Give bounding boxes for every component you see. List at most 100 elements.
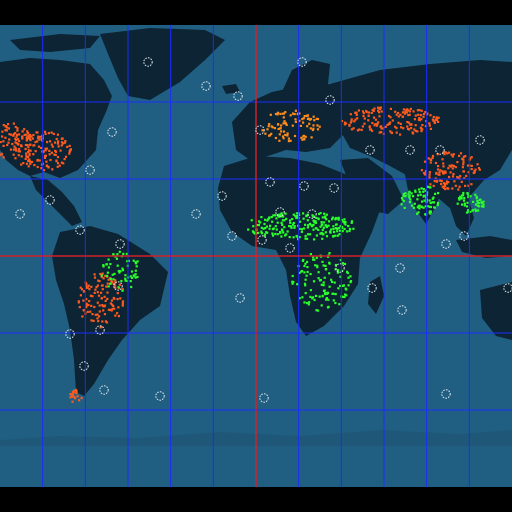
density-speck: [17, 138, 20, 141]
density-speck: [416, 212, 419, 215]
density-speck: [259, 221, 262, 224]
density-speck: [2, 156, 5, 159]
density-speck: [325, 218, 328, 221]
density-speck: [420, 187, 423, 190]
density-speck: [106, 282, 109, 285]
density-speck: [11, 142, 14, 146]
density-speck: [436, 201, 440, 205]
density-speck: [350, 118, 353, 121]
density-speck: [310, 136, 313, 139]
density-speck: [291, 223, 295, 226]
density-speck: [320, 221, 323, 224]
density-speck: [476, 199, 479, 203]
density-speck: [73, 389, 76, 392]
density-speck: [340, 219, 343, 222]
density-speck: [21, 136, 24, 139]
station-marker: [65, 329, 75, 339]
density-speck: [29, 139, 32, 142]
density-speck: [116, 312, 119, 315]
density-speck: [273, 214, 277, 217]
density-speck: [25, 139, 28, 142]
density-speck: [301, 259, 304, 262]
density-speck: [98, 304, 101, 307]
density-speck: [298, 271, 301, 274]
density-speck: [330, 278, 333, 281]
density-speck: [408, 194, 411, 197]
station-marker: [155, 391, 165, 401]
density-speck: [409, 107, 412, 110]
density-speck: [132, 259, 135, 262]
density-speck: [71, 400, 74, 403]
density-speck: [439, 179, 442, 182]
density-speck: [408, 191, 411, 194]
density-speck: [306, 237, 309, 240]
density-speck: [286, 134, 289, 137]
density-speck: [306, 260, 309, 264]
density-speck: [424, 213, 427, 216]
density-speck: [311, 128, 314, 132]
density-speck: [295, 216, 298, 220]
density-speck: [417, 118, 420, 121]
density-speck: [424, 125, 427, 128]
density-speck: [422, 206, 425, 209]
density-speck: [27, 165, 30, 168]
density-speck: [90, 319, 93, 322]
density-speck: [126, 279, 129, 283]
density-speck: [27, 159, 30, 162]
density-speck: [337, 218, 340, 221]
density-speck: [334, 234, 337, 237]
density-speck: [102, 305, 105, 308]
density-speck: [404, 192, 407, 195]
density-speck: [257, 220, 261, 223]
density-speck: [294, 215, 297, 218]
density-speck: [274, 136, 277, 140]
density-speck: [87, 303, 90, 307]
density-speck: [284, 111, 287, 114]
station-marker: [85, 165, 95, 175]
density-speck: [298, 297, 301, 300]
density-speck: [389, 121, 392, 124]
density-speck: [29, 149, 32, 152]
density-speck: [417, 113, 420, 116]
density-speck: [285, 233, 288, 236]
density-speck: [324, 224, 327, 227]
density-speck: [360, 128, 363, 131]
density-speck: [253, 232, 256, 235]
density-speck: [348, 229, 351, 233]
density-speck: [89, 294, 92, 297]
density-speck: [328, 252, 331, 255]
density-speck: [304, 135, 307, 138]
density-speck: [313, 298, 316, 302]
density-speck: [334, 293, 337, 296]
station-marker: [275, 207, 285, 217]
density-speck: [320, 223, 323, 226]
density-speck: [361, 125, 364, 128]
density-speck: [34, 150, 37, 153]
density-speck: [429, 201, 432, 205]
density-speck: [436, 204, 439, 207]
density-speck: [36, 131, 39, 134]
density-speck: [442, 172, 445, 175]
density-speck: [431, 118, 434, 121]
density-speck: [422, 190, 425, 193]
density-speck: [462, 199, 466, 202]
density-speck: [431, 201, 434, 204]
density-speck: [426, 112, 429, 115]
density-speck: [347, 284, 350, 287]
density-speck: [73, 391, 76, 394]
density-speck: [50, 151, 53, 154]
density-speck: [467, 194, 470, 197]
density-speck: [304, 234, 307, 238]
density-speck: [315, 117, 318, 120]
density-speck: [467, 184, 470, 187]
density-speck: [8, 133, 11, 136]
density-speck: [313, 220, 316, 223]
density-speck: [363, 122, 366, 125]
density-speck: [26, 156, 29, 159]
density-speck: [264, 132, 267, 135]
density-speck: [307, 303, 310, 306]
station-marker: [99, 385, 109, 395]
density-speck: [283, 219, 286, 222]
station-marker: [435, 145, 445, 155]
density-speck: [308, 301, 311, 304]
